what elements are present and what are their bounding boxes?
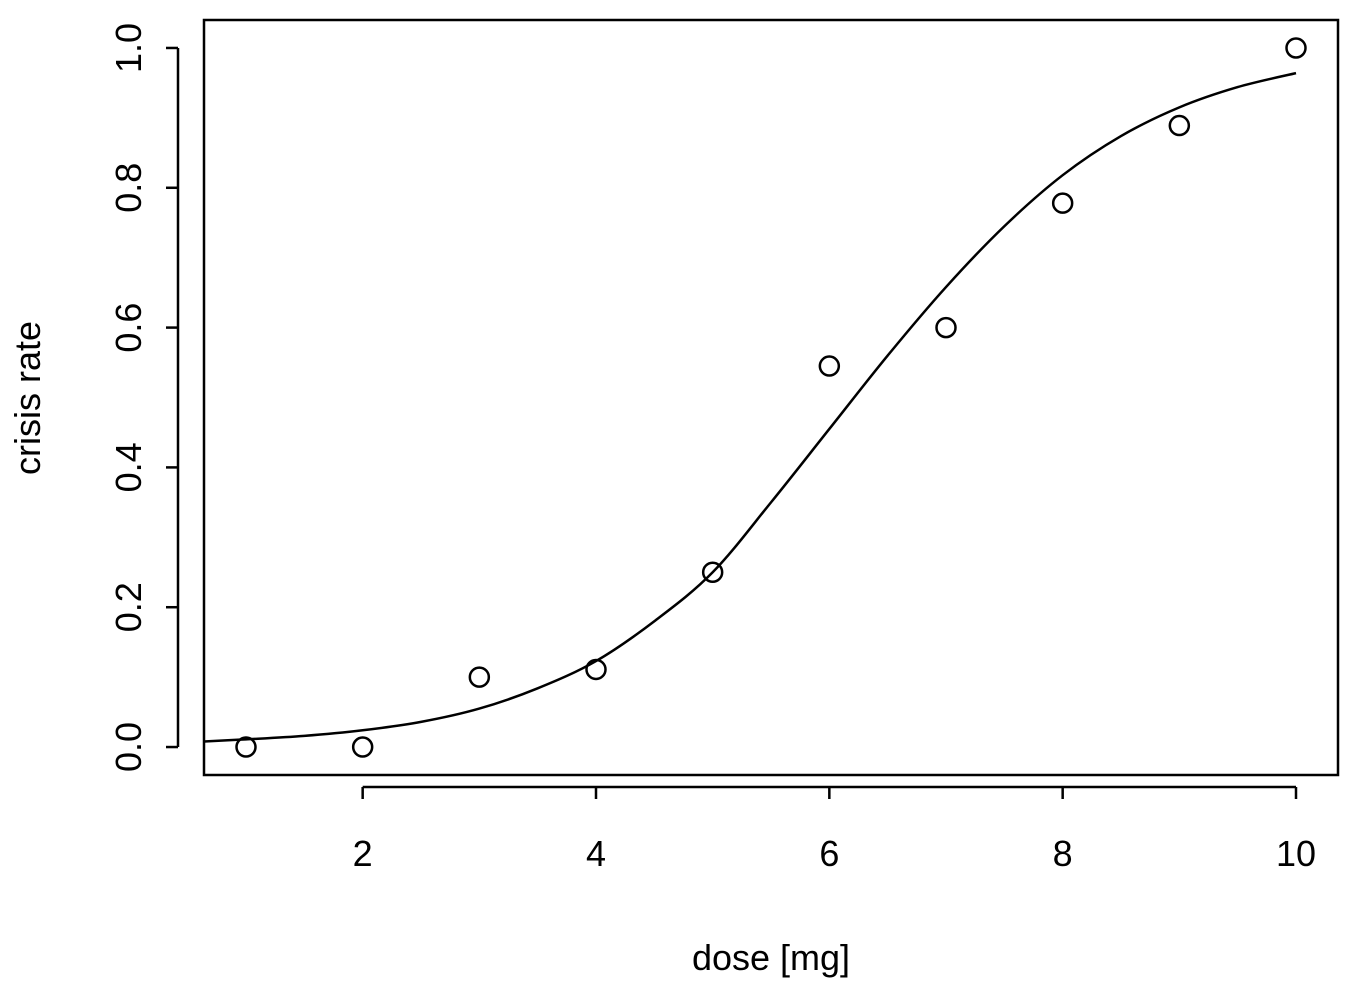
data-point — [935, 316, 957, 339]
x-tick-label: 6 — [819, 833, 839, 874]
x-tick-label: 8 — [1053, 833, 1073, 874]
data-point — [468, 666, 491, 688]
x-tick-label: 4 — [586, 833, 606, 874]
data-point — [235, 736, 257, 758]
fitted-curve — [203, 71, 1297, 743]
y-tick-label: 0.6 — [108, 303, 149, 353]
y-axis-title: crisis rate — [7, 321, 48, 475]
data-point — [351, 736, 374, 758]
y-tick-label: 1.0 — [108, 23, 149, 73]
y-tick-label: 0.2 — [108, 582, 149, 632]
x-axis: 2 4 6 8 10 — [353, 785, 1316, 874]
data-point — [585, 658, 607, 681]
series-layer — [203, 37, 1307, 758]
y-tick-label: 0.4 — [108, 442, 149, 492]
y-axis: 0.0 0.2 0.4 0.6 0.8 1.0 — [108, 23, 180, 772]
data-point — [818, 355, 841, 377]
x-tick-label: 10 — [1276, 833, 1316, 874]
x-axis-title: dose [mg] — [692, 937, 850, 978]
data-point — [1051, 192, 1074, 214]
data-point — [701, 561, 724, 584]
y-tick-label: 0.8 — [108, 163, 149, 213]
plot-frame — [202, 18, 1340, 777]
data-point — [1168, 114, 1191, 137]
data-point — [1285, 37, 1307, 59]
y-tick-label: 0.0 — [108, 722, 149, 772]
x-tick-label: 2 — [353, 833, 373, 874]
